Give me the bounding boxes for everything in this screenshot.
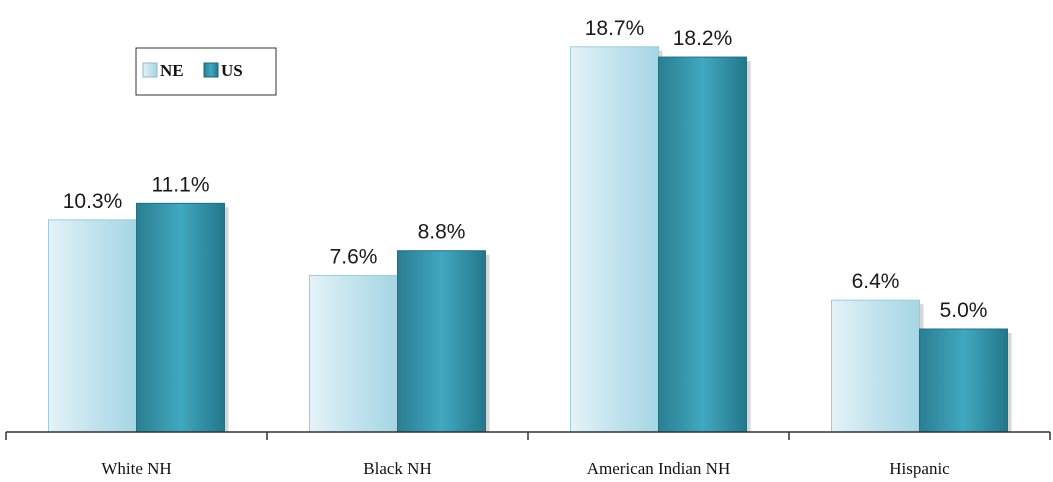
category-label-hispanic: Hispanic (889, 459, 950, 478)
x-axis-ticks (5, 432, 1051, 440)
value-label-ne-hispanic: 6.4% (852, 270, 900, 293)
bar-us-black-nh (397, 250, 486, 433)
bar-ne-american-indian-nh (570, 46, 659, 433)
value-label-ne-white-nh: 10.3% (63, 190, 123, 213)
bar-us-american-indian-nh (658, 56, 747, 433)
bar-ne-hispanic (831, 299, 920, 433)
legend-label-ne: NE (160, 61, 184, 80)
value-label-ne-black-nh: 7.6% (330, 245, 378, 268)
bar-ne-black-nh (309, 274, 398, 433)
legend-swatch-ne (142, 62, 158, 78)
plot-area: 10.3% 11.1% 7.6% 8.8% 18.7% 18.2% 6.4% 5.0% (48, 17, 1012, 433)
value-label-us-american-indian-nh: 18.2% (673, 27, 733, 50)
bar-us-white-nh (136, 202, 225, 433)
legend-label-us: US (221, 61, 243, 80)
value-label-us-white-nh: 11.1% (152, 173, 210, 196)
value-label-ne-american-indian-nh: 18.7% (585, 17, 645, 40)
x-axis-labels: White NH Black NH American Indian NH Hispan… (101, 459, 950, 478)
bar-us-hispanic (919, 328, 1008, 433)
bar-ne-white-nh (48, 219, 137, 433)
value-label-us-hispanic: 5.0% (940, 299, 988, 322)
legend: NE US (135, 47, 277, 96)
legend-swatch-us (203, 62, 219, 78)
category-label-black-nh: Black NH (363, 459, 431, 478)
category-label-white-nh: White NH (101, 459, 171, 478)
value-label-us-black-nh: 8.8% (418, 221, 466, 244)
category-label-american-indian-nh: American Indian NH (587, 459, 731, 478)
